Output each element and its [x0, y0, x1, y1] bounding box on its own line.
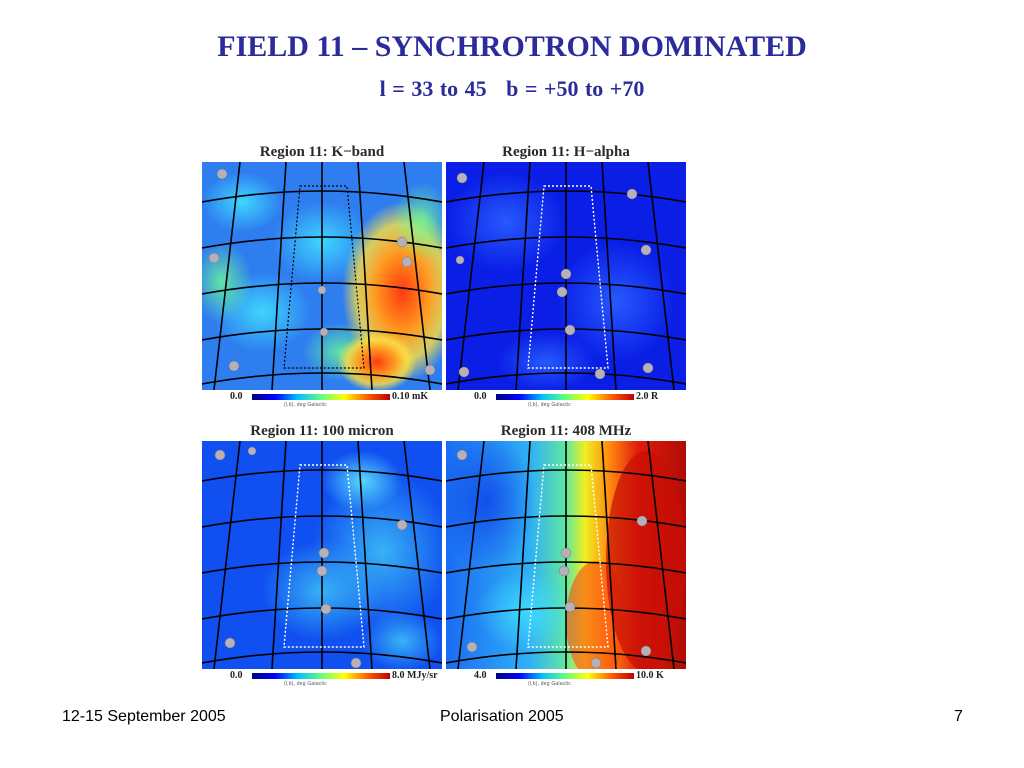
colorbar-caption: (l,b), deg Galactic [284, 681, 327, 687]
colorbar-gradient [496, 394, 634, 400]
408mhz-map [446, 441, 686, 669]
colorbar-gradient [496, 673, 634, 679]
panel-title: Region 11: 100 micron [202, 421, 442, 441]
slide-subtitle: l = 33 to 45 b = +50 to +70 [379, 76, 645, 101]
footer-date: 12-15 September 2005 [62, 708, 226, 725]
colorbar-caption: (l,b), deg Galactic [284, 402, 327, 408]
halpha-panel: Region 11: H−alpha [446, 142, 686, 412]
408mhz-colorbar: 4.0 10.0 K (l,b), deg Galactic [446, 669, 686, 691]
408mhz-panel: Region 11: 408 MHz [446, 421, 686, 691]
slide-title: FIELD 11 – SYNCHROTRON DOMINATED [217, 30, 807, 63]
kband-map [202, 162, 442, 390]
colorbar-min: 0.0 [474, 391, 487, 402]
halpha-map [446, 162, 686, 390]
colorbar-gradient [252, 394, 390, 400]
colorbar-caption: (l,b), deg Galactic [528, 681, 571, 687]
colorbar-min: 0.0 [230, 391, 243, 402]
kband-colorbar: 0.0 0.10 mK (l,b), deg Galactic [202, 390, 442, 412]
100micron-colorbar: 0.0 8.0 MJy/sr (l,b), deg Galactic [202, 669, 442, 691]
100micron-map [202, 441, 442, 669]
colorbar-max: 2.0 R [636, 391, 659, 402]
footer-event: Polarisation 2005 [440, 708, 564, 725]
panel-title: Region 11: 408 MHz [446, 421, 686, 441]
colorbar-max: 8.0 MJy/sr [392, 670, 438, 681]
colorbar-max: 0.10 mK [392, 391, 429, 402]
kband-panel: Region 11: K−band [202, 142, 442, 412]
100micron-panel: Region 11: 100 micron [202, 421, 442, 691]
colorbar-min: 4.0 [474, 670, 487, 681]
colorbar-caption: (l,b), deg Galactic [528, 402, 571, 408]
colorbar-gradient [252, 673, 390, 679]
panel-title: Region 11: H−alpha [446, 142, 686, 162]
footer-page-number: 7 [954, 708, 963, 725]
colorbar-min: 0.0 [230, 670, 243, 681]
halpha-colorbar: 0.0 2.0 R (l,b), deg Galactic [446, 390, 686, 412]
colorbar-max: 10.0 K [636, 670, 664, 681]
panel-title: Region 11: K−band [202, 142, 442, 162]
